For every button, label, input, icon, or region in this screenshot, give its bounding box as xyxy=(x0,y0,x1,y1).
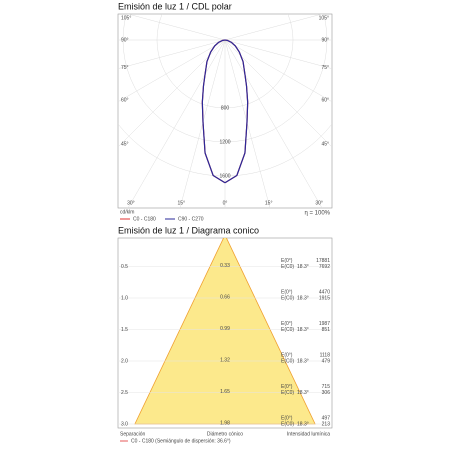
legend-label: C0 - C180 (Semiángulo de dispersión: 36.… xyxy=(131,438,231,444)
legend-label: C0 - C180 xyxy=(133,216,156,222)
height-label: 2.0 xyxy=(121,358,128,364)
e-c0-name: E(C0) xyxy=(281,358,294,364)
angle-tick-label: 75° xyxy=(321,65,329,71)
radial-tick-label: 800 xyxy=(221,105,230,111)
diameter-label: 0.33 xyxy=(220,263,230,269)
angle-tick-label: 45° xyxy=(321,141,329,147)
angle-grid-line xyxy=(118,39,226,148)
radial-tick-label: 1200 xyxy=(219,139,230,145)
e-nadir-value: 17881 xyxy=(316,258,330,264)
e-c0-name: E(C0) xyxy=(281,295,294,301)
polar-title: Emisión de luz 1 / CDL polar xyxy=(118,1,232,11)
half-angle: 18.3° xyxy=(297,295,309,301)
angle-tick-label: 30° xyxy=(127,200,135,206)
e-nadir-name: E(0°) xyxy=(281,289,293,295)
e-nadir-value: 715 xyxy=(322,384,331,390)
angle-tick-label: 75° xyxy=(121,65,129,71)
angle-tick-label: 45° xyxy=(121,141,129,147)
column-header: Diámetro cónico xyxy=(207,431,243,437)
half-angle: 18.3° xyxy=(297,264,309,270)
e-c0-value: 851 xyxy=(322,327,331,333)
diameter-label: 1.32 xyxy=(220,357,230,363)
curve-left xyxy=(201,39,226,184)
e-c0-value: 479 xyxy=(322,358,331,364)
e-c0-value: 1915 xyxy=(319,295,330,301)
cone-title: Emisión de luz 1 / Diagrama conico xyxy=(118,225,259,235)
height-label: 1.5 xyxy=(121,327,128,333)
angle-grid-line xyxy=(224,39,271,208)
angle-grid-line xyxy=(224,39,332,69)
angle-tick-label: 0° xyxy=(223,200,228,206)
angle-tick-label: 30° xyxy=(315,200,323,206)
e-nadir-name: E(0°) xyxy=(281,352,293,358)
angle-grid-line xyxy=(127,14,226,41)
angle-grid-line xyxy=(224,39,332,103)
angle-tick-label: 15° xyxy=(265,200,273,206)
angle-grid-line xyxy=(224,39,323,208)
angle-tick-label: 105° xyxy=(121,15,131,21)
e-c0-name: E(C0) xyxy=(281,327,294,333)
angle-tick-label: 15° xyxy=(178,200,186,206)
diameter-label: 0.66 xyxy=(220,294,230,300)
angle-tick-label: 60° xyxy=(121,97,129,103)
angle-grid-line xyxy=(127,39,226,208)
angle-tick-label: 60° xyxy=(321,97,329,103)
diameter-label: 0.99 xyxy=(220,326,230,332)
e-nadir-name: E(0°) xyxy=(281,321,293,327)
diameter-label: 1.98 xyxy=(220,420,230,426)
height-label: 1.0 xyxy=(121,295,128,301)
curve-right xyxy=(224,39,249,184)
e-nadir-value: 1118 xyxy=(320,352,331,358)
e-nadir-value: 497 xyxy=(322,415,331,421)
angle-tick-label: 90° xyxy=(121,37,129,43)
radial-grid-circle xyxy=(122,14,328,143)
height-label: 0.5 xyxy=(121,264,128,270)
e-c0-value: 213 xyxy=(322,421,331,427)
half-angle: 18.3° xyxy=(297,421,309,427)
diameter-label: 1.65 xyxy=(220,389,230,395)
half-angle: 18.3° xyxy=(297,327,309,333)
e-c0-value: 306 xyxy=(322,390,331,396)
angle-grid-line xyxy=(118,39,226,103)
angle-grid-line xyxy=(224,39,332,148)
half-angle: 18.3° xyxy=(297,390,309,396)
angle-tick-label: 90° xyxy=(321,37,329,43)
radial-grid-circle xyxy=(156,14,294,109)
angle-grid-line xyxy=(118,39,226,69)
angle-tick-label: 105° xyxy=(319,15,329,21)
column-header: Separación xyxy=(120,431,146,437)
half-angle: 18.3° xyxy=(297,358,309,364)
legend-label: C90 - C270 xyxy=(178,216,204,222)
e-nadir-name: E(0°) xyxy=(281,384,293,390)
angle-grid-line xyxy=(224,14,323,41)
radial-tick-label: 1600 xyxy=(219,173,230,179)
height-label: 3.0 xyxy=(121,421,128,427)
e-nadir-value: 1987 xyxy=(319,321,330,327)
e-c0-name: E(C0) xyxy=(281,264,294,270)
e-nadir-value: 4470 xyxy=(319,289,330,295)
radial-grid-circle xyxy=(118,123,332,177)
angle-grid-line xyxy=(179,39,226,208)
e-c0-name: E(C0) xyxy=(281,390,294,396)
column-header: Intensidad lumínica xyxy=(287,431,330,437)
height-label: 2.5 xyxy=(121,390,128,396)
efficiency-label: η = 100% xyxy=(304,211,330,217)
e-nadir-name: E(0°) xyxy=(281,415,293,421)
e-nadir-name: E(0°) xyxy=(281,258,293,264)
e-c0-value: 7692 xyxy=(319,264,330,270)
unit-label: cd/klm xyxy=(120,209,134,215)
e-c0-name: E(C0) xyxy=(281,421,294,427)
